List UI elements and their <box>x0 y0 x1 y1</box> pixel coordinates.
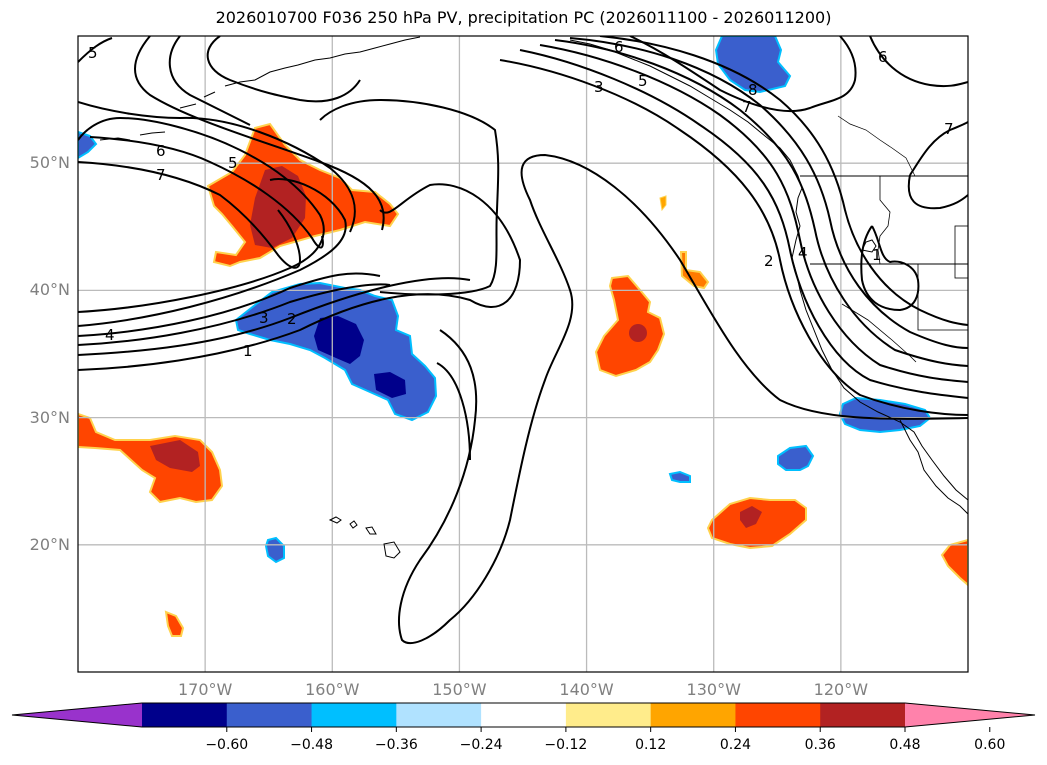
colorbar-segment <box>481 703 567 727</box>
pv-contours <box>78 36 968 645</box>
precip-positive-areas <box>78 122 968 637</box>
contour-label: 7 <box>156 166 166 184</box>
lon-tick-label: 170°W <box>177 680 233 699</box>
colorbar-outline <box>11 702 1036 728</box>
lat-tick-label: 50°N <box>29 153 70 173</box>
lat-tick-label: 30°N <box>29 407 70 427</box>
contour-label: 2 <box>287 310 297 328</box>
contour-label: 4 <box>798 244 808 262</box>
contour-label: 1 <box>243 342 253 360</box>
contour-label: 4 <box>105 326 115 344</box>
lon-tick-label: 150°W <box>432 680 487 699</box>
plot-title: 2026010700 F036 250 hPa PV, precipitatio… <box>215 8 832 27</box>
colorbar-segment <box>820 703 906 727</box>
colorbar-tick-label: −0.24 <box>459 737 503 753</box>
lon-tick-label: 140°W <box>559 680 614 699</box>
colorbar-segment <box>650 703 736 727</box>
colorbar-tick-label: −0.48 <box>290 737 333 753</box>
contour-label: 7 <box>742 98 752 116</box>
colorbar-tick-label: 0.48 <box>889 737 921 753</box>
colorbar-tick-label: 0.60 <box>974 737 1006 753</box>
colorbar-tick-label: −0.36 <box>374 737 418 753</box>
contour-label: 5 <box>88 44 98 62</box>
contour-label: 6 <box>878 48 888 66</box>
colorbar-tick-label: −0.12 <box>544 737 588 753</box>
contour-label: 3 <box>259 309 269 327</box>
colorbar-segment <box>565 703 652 727</box>
colorbar-segment <box>142 703 228 727</box>
contour-label: 2 <box>764 252 774 270</box>
colorbar-extend-min <box>12 703 142 727</box>
lat-tick-label: 40°N <box>29 280 70 300</box>
map-frame <box>77 35 969 673</box>
colorbar-tick-label: 0.24 <box>719 737 752 753</box>
lon-tick-label: 160°W <box>305 680 360 699</box>
colorbar-segment <box>735 703 821 727</box>
colorbar-segment <box>311 703 397 727</box>
colorbar-tick-label: 0.12 <box>635 737 667 753</box>
lat-tick-label: 20°N <box>29 534 70 554</box>
colorbar-tick-label: −0.60 <box>205 737 249 753</box>
lon-tick-label: 130°W <box>686 680 741 699</box>
contour-label: 5 <box>638 72 648 90</box>
gridlines <box>78 36 968 672</box>
contour-label: 3 <box>594 78 604 96</box>
colorbar-tick-label: 0.36 <box>804 737 836 753</box>
colorbar <box>11 702 1036 732</box>
colorbar-extend-max <box>905 703 1035 727</box>
contour-label: 7 <box>944 120 954 138</box>
contour-label: 6 <box>614 38 624 56</box>
pv-contour-labels: 5 6 7 5 4 3 2 1 3 5 6 7 8 2 4 1 6 7 <box>88 38 954 360</box>
contour-label: 6 <box>156 142 166 160</box>
lon-tick-label: 120°W <box>813 680 869 699</box>
contour-label: 5 <box>228 154 238 172</box>
map-content: 5 6 7 5 4 3 2 1 3 5 6 7 8 2 4 1 6 7 <box>78 36 968 672</box>
colorbar-segment <box>226 703 313 727</box>
contour-label: 8 <box>748 81 758 99</box>
contour-label: 1 <box>872 246 882 264</box>
colorbar-segment <box>396 703 482 727</box>
coastlines <box>99 36 968 559</box>
